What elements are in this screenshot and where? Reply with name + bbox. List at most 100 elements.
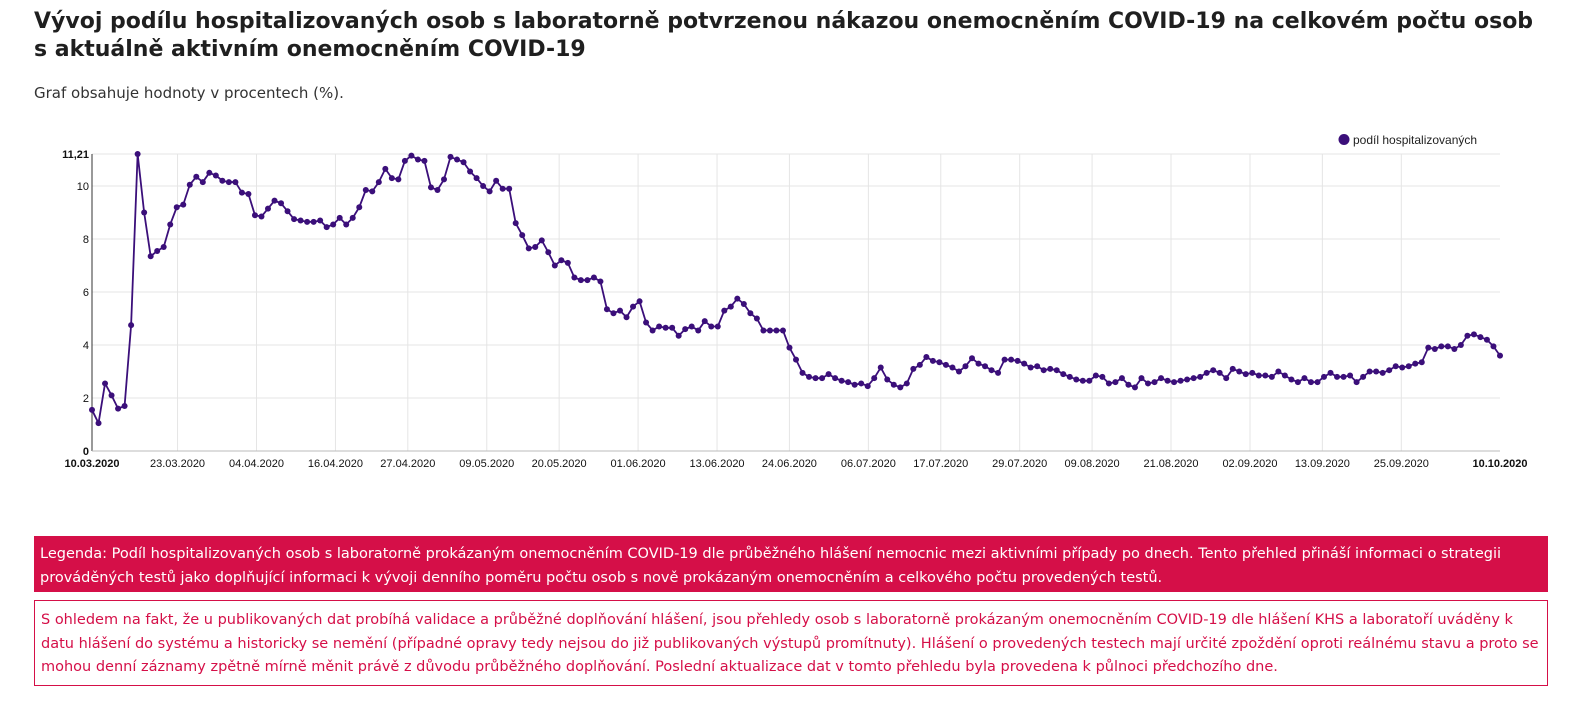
data-point[interactable] [1249,369,1256,376]
data-point[interactable] [916,361,923,368]
data-point[interactable] [180,201,187,208]
data-point[interactable] [134,151,141,157]
data-point[interactable] [903,380,910,387]
data-point[interactable] [1001,356,1008,363]
data-point[interactable] [649,327,656,334]
data-point[interactable] [708,323,715,330]
data-point[interactable] [734,295,741,302]
data-point[interactable] [1027,364,1034,371]
data-point[interactable] [532,243,539,250]
data-point[interactable] [819,375,826,382]
data-point[interactable] [297,217,304,224]
data-point[interactable] [1014,357,1021,364]
data-point[interactable] [793,356,799,363]
data-point[interactable] [564,259,571,266]
data-point[interactable] [1086,377,1093,384]
data-point[interactable] [395,176,402,183]
data-point[interactable] [1105,380,1112,387]
data-point[interactable] [167,221,174,228]
data-point[interactable] [525,245,532,252]
data-point[interactable] [1190,375,1197,382]
data-point[interactable] [590,274,597,281]
data-point[interactable] [199,179,206,186]
data-point[interactable] [304,218,311,225]
data-point[interactable] [929,357,936,364]
data-point[interactable] [251,212,258,219]
data-point[interactable] [1470,331,1477,338]
data-point[interactable] [173,204,180,211]
data-point[interactable] [623,314,630,321]
data-point[interactable] [1418,359,1425,366]
data-point[interactable] [362,187,369,194]
data-point[interactable] [584,277,591,284]
data-point[interactable] [558,257,565,264]
data-point[interactable] [949,364,956,371]
data-point[interactable] [1275,368,1282,375]
data-point[interactable] [858,380,865,387]
data-point[interactable] [336,214,343,221]
data-point[interactable] [1255,372,1262,379]
data-point[interactable] [1216,369,1223,376]
data-point[interactable] [1379,369,1386,376]
data-point[interactable] [630,303,637,310]
data-point[interactable] [1164,377,1171,384]
data-point[interactable] [1034,363,1041,370]
data-point[interactable] [942,361,949,368]
data-point[interactable] [128,322,135,329]
data-point[interactable] [1060,371,1067,378]
data-point[interactable] [108,392,115,399]
data-point[interactable] [688,323,695,330]
data-point[interactable] [910,365,917,372]
data-point[interactable] [291,216,298,223]
data-point[interactable] [577,277,584,284]
data-point[interactable] [1386,367,1393,374]
data-point[interactable] [571,274,578,281]
data-point[interactable] [414,156,421,163]
data-point[interactable] [1497,352,1503,359]
data-point[interactable] [806,373,813,380]
data-point[interactable] [669,324,676,331]
data-point[interactable] [401,157,408,164]
data-point[interactable] [877,364,884,371]
data-point[interactable] [864,383,871,390]
data-point[interactable] [1366,368,1373,375]
data-point[interactable] [219,177,226,184]
data-point[interactable] [258,213,265,220]
data-point[interactable] [1242,371,1249,378]
data-point[interactable] [1047,365,1054,372]
data-point[interactable] [284,208,291,215]
data-point[interactable] [1347,372,1354,379]
data-point[interactable] [408,152,415,159]
data-point[interactable] [1490,343,1497,350]
data-point[interactable] [545,249,552,256]
data-point[interactable] [656,323,663,330]
data-point[interactable] [512,220,519,227]
data-point[interactable] [212,172,219,179]
chart-legend[interactable]: podíl hospitalizovaných [1338,133,1478,147]
data-point[interactable] [141,209,148,216]
data-point[interactable] [1327,369,1334,376]
data-point[interactable] [473,175,480,182]
data-point[interactable] [1477,334,1484,341]
data-point[interactable] [779,327,786,334]
data-point[interactable] [1092,372,1099,379]
data-point[interactable] [845,379,852,386]
data-point[interactable] [1425,344,1432,351]
data-point[interactable] [382,165,389,172]
data-point[interactable] [310,218,317,225]
data-point[interactable] [317,217,324,224]
data-point[interactable] [969,355,975,362]
data-point[interactable] [323,224,330,231]
data-point[interactable] [421,157,428,164]
data-point[interactable] [851,381,858,388]
data-point[interactable] [1321,373,1327,380]
data-point[interactable] [812,375,819,382]
data-point[interactable] [747,310,754,317]
data-point[interactable] [975,360,982,367]
data-point[interactable] [1079,377,1086,384]
data-point[interactable] [1131,384,1138,391]
data-point[interactable] [786,344,793,351]
data-point[interactable] [1288,376,1295,383]
data-point[interactable] [1353,379,1360,386]
data-point[interactable] [1112,379,1119,386]
